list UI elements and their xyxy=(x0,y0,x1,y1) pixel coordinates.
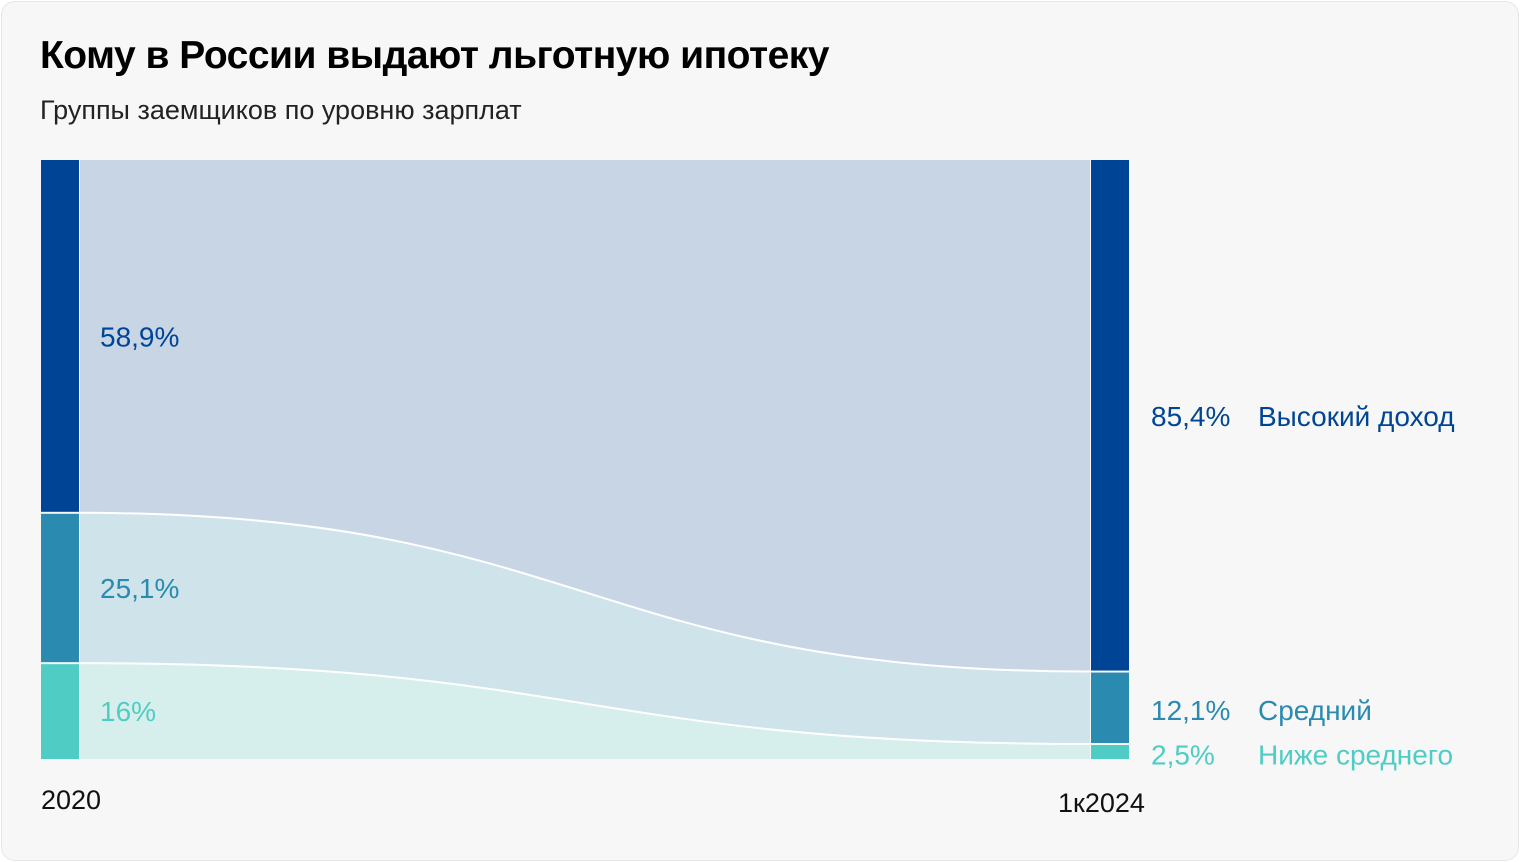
flow-middle xyxy=(80,512,1090,745)
label-2024-middle: 12,1% xyxy=(1151,695,1230,726)
label-2020-low: 16% xyxy=(100,696,156,727)
group-name-middle: Средний xyxy=(1258,695,1372,726)
bar-2024-high xyxy=(1091,160,1129,671)
bar-2020-middle xyxy=(41,513,79,663)
chart-title: Кому в России выдают льготную ипотеку xyxy=(40,34,830,77)
bars-layer xyxy=(41,160,1129,759)
flows-layer xyxy=(79,160,1091,759)
bar-2020-high xyxy=(41,160,79,512)
label-2024-low: 2,5% xyxy=(1151,740,1215,771)
period-label-start: 2020 xyxy=(41,785,101,815)
bar-2024-middle xyxy=(1091,672,1129,744)
flow-high xyxy=(80,160,1090,672)
bar-2024-low xyxy=(1091,745,1129,759)
chart-subtitle: Группы заемщиков по уровню зарплат xyxy=(40,95,522,125)
flow-separator-low xyxy=(79,662,1091,746)
group-name-high: Высокий доход xyxy=(1258,401,1455,432)
label-2020-middle: 25,1% xyxy=(100,573,179,604)
bar-2020-low xyxy=(41,664,79,759)
flow-low xyxy=(80,663,1090,759)
period-label-end: 1к2024 xyxy=(1058,788,1145,818)
label-2024-high: 85,4% xyxy=(1151,401,1230,432)
group-name-low: Ниже среднего xyxy=(1258,740,1453,771)
labels-layer: 58,9% 85,4% Высокий доход 25,1% 12,1% Средний… xyxy=(41,321,1455,818)
flow-separator-middle xyxy=(79,511,1091,673)
label-2020-high: 58,9% xyxy=(100,321,179,352)
